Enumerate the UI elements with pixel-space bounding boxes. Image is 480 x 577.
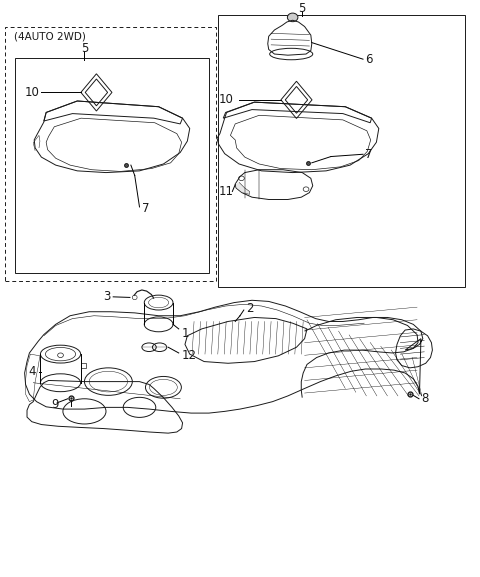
Text: (4AUTO 2WD): (4AUTO 2WD) (14, 31, 86, 41)
Text: 7: 7 (365, 148, 373, 161)
Text: 12: 12 (181, 349, 197, 362)
Text: 11: 11 (219, 185, 234, 198)
Text: 4: 4 (28, 365, 36, 379)
Text: 1: 1 (181, 327, 189, 340)
Text: 10: 10 (219, 93, 234, 106)
Text: 7: 7 (142, 201, 149, 215)
Text: 5: 5 (299, 2, 306, 15)
Text: 8: 8 (421, 392, 428, 405)
Polygon shape (235, 182, 250, 194)
Ellipse shape (288, 13, 298, 22)
Text: 2: 2 (246, 302, 253, 315)
Text: 3: 3 (104, 290, 111, 304)
Text: 10: 10 (24, 86, 39, 99)
Bar (218, 15, 465, 287)
Text: 6: 6 (365, 53, 373, 66)
Text: 9: 9 (51, 398, 59, 411)
Bar (5, 27, 216, 282)
Bar (15, 58, 209, 273)
Text: 5: 5 (81, 42, 88, 55)
